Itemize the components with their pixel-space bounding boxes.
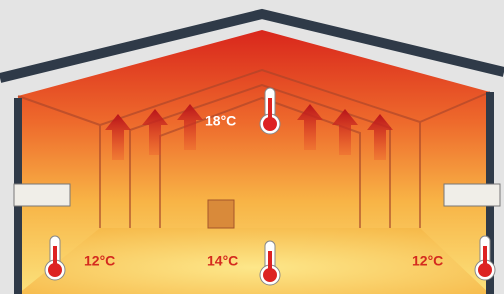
heater-right [444,184,500,206]
temp-ceiling: 18°C [205,113,236,129]
heater-left [14,184,70,206]
temp-floor-left: 12°C [84,253,115,269]
door [208,200,234,228]
temp-floor-right: 12°C [412,253,443,269]
temp-floor-center: 14°C [207,253,238,269]
warehouse-illustration: 18°C 12°C 14°C 12°C [0,0,504,294]
page: 18°C 12°C 14°C 12°C (() => { const data … [0,0,504,294]
